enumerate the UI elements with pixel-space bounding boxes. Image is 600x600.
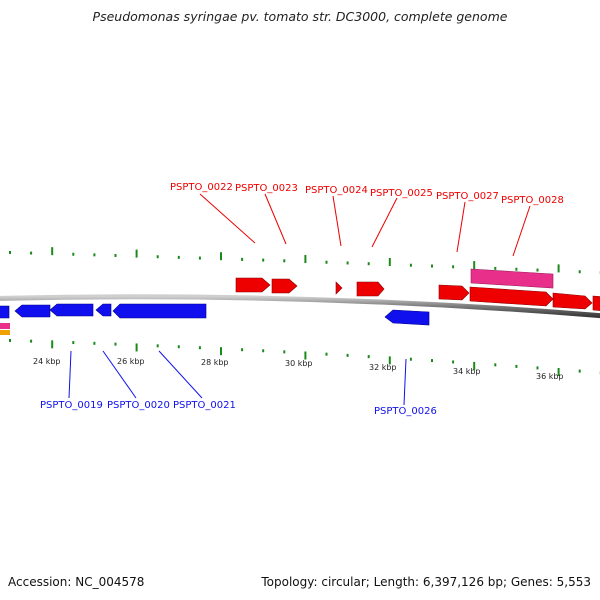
- gene-label-pspto-0024[interactable]: PSPTO_0024: [305, 185, 368, 196]
- scale-label-34kbp: 34 kbp: [453, 367, 481, 376]
- page-title: Pseudomonas syringae pv. tomato str. DC3…: [92, 9, 508, 24]
- gene-label-pspto-0023[interactable]: PSPTO_0023: [235, 183, 298, 194]
- gene-feature[interactable]: [271, 278, 298, 294]
- gene-feature[interactable]: [438, 284, 470, 301]
- gene-feature[interactable]: [112, 303, 207, 319]
- scale-label-30kbp: 30 kbp: [285, 359, 313, 368]
- gene-feature[interactable]: [235, 277, 271, 293]
- feature-orange[interactable]: [0, 330, 10, 335]
- gene-label-pspto-0025[interactable]: PSPTO_0025: [370, 188, 433, 199]
- tick-marks-inner: [9, 339, 600, 376]
- gene-label-pspto-0019[interactable]: PSPTO_0019: [40, 400, 103, 411]
- gene-feature[interactable]: [0, 305, 10, 319]
- feature-pink[interactable]: [0, 323, 10, 329]
- scale-label-24kbp: 24 kbp: [33, 357, 61, 366]
- gene-label-pspto-0028[interactable]: PSPTO_0028: [501, 195, 564, 206]
- genome-summary-text: Topology: circular; Length: 6,397,126 bp…: [261, 575, 591, 589]
- feature-pink-bar[interactable]: [470, 268, 554, 289]
- gene-feature[interactable]: [469, 286, 554, 307]
- forward-gene-labels: PSPTO_0022 PSPTO_0023 PSPTO_0024 PSPTO_0…: [170, 182, 564, 206]
- gene-label-pspto-0026[interactable]: PSPTO_0026: [374, 406, 437, 417]
- gene-feature[interactable]: [552, 292, 593, 310]
- gene-feature[interactable]: [335, 281, 343, 295]
- gene-label-pspto-0022[interactable]: PSPTO_0022: [170, 182, 233, 193]
- forward-strand-features: [235, 277, 600, 311]
- gene-feature[interactable]: [14, 304, 51, 318]
- scale-labels: 24 kbp 26 kbp 28 kbp 30 kbp 32 kbp 34 kb…: [33, 357, 564, 381]
- genome-backbone: [0, 294, 600, 319]
- gene-feature[interactable]: [49, 303, 94, 317]
- scale-label-36kbp: 36 kbp: [536, 372, 564, 381]
- gene-label-pspto-0027[interactable]: PSPTO_0027: [436, 191, 499, 202]
- gene-feature[interactable]: [356, 281, 385, 297]
- accession-text: Accession: NC_004578: [8, 575, 145, 589]
- reverse-strand-features: [0, 303, 430, 326]
- gene-feature[interactable]: [592, 295, 600, 311]
- gene-feature[interactable]: [384, 309, 430, 326]
- scale-label-28kbp: 28 kbp: [201, 358, 229, 367]
- scale-label-32kbp: 32 kbp: [369, 363, 397, 372]
- tick-marks-outer: [9, 247, 600, 275]
- forward-gene-leaders: [199, 193, 531, 257]
- gene-feature[interactable]: [95, 303, 112, 317]
- reverse-gene-leaders: [68, 350, 407, 406]
- gene-label-pspto-0020[interactable]: PSPTO_0020: [107, 400, 170, 411]
- reverse-gene-labels: PSPTO_0019 PSPTO_0020 PSPTO_0021 PSPTO_0…: [40, 400, 437, 417]
- gene-label-pspto-0021[interactable]: PSPTO_0021: [173, 400, 236, 411]
- scale-label-26kbp: 26 kbp: [117, 357, 145, 366]
